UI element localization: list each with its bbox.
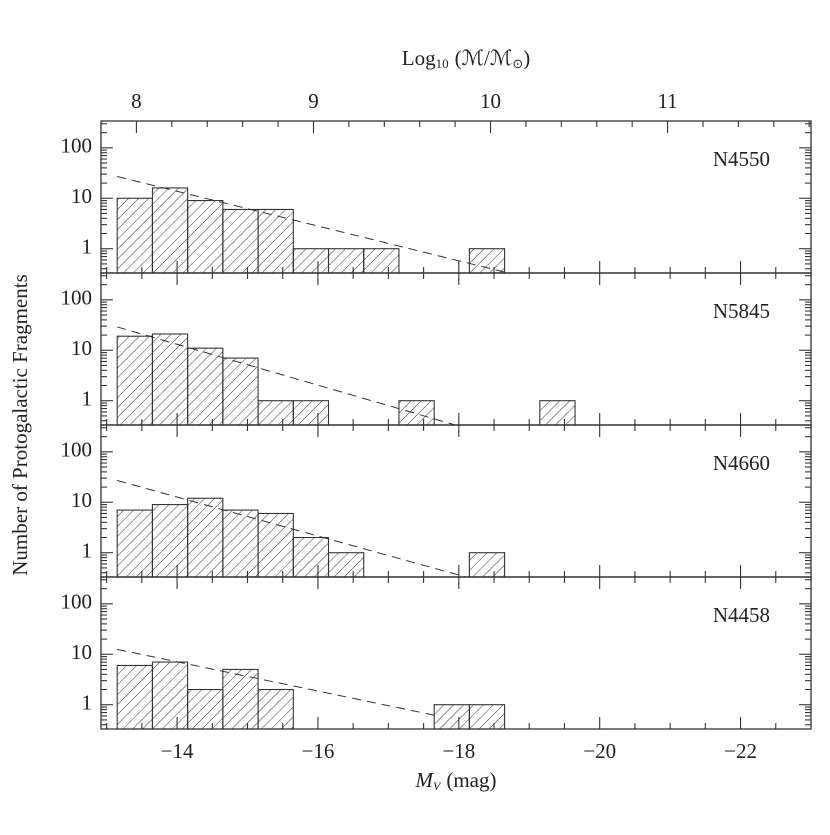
x-tick-label: −18	[442, 739, 475, 763]
y-tick-label: 1	[82, 691, 93, 715]
bar	[222, 668, 259, 730]
bar	[257, 688, 294, 730]
bar	[257, 512, 294, 578]
bar	[151, 187, 189, 274]
bar	[292, 400, 330, 426]
bar	[151, 333, 189, 426]
fit-line	[117, 648, 438, 717]
bar	[116, 664, 153, 730]
bar	[468, 552, 506, 578]
x-axis-title: MV (mag)	[415, 768, 497, 793]
fit-line	[117, 176, 509, 274]
fit-line	[117, 326, 456, 426]
y-tick-label: 10	[71, 488, 92, 512]
fit-line	[117, 480, 466, 578]
x-title-part: (mag)	[446, 768, 496, 792]
y-tick-label: 100	[61, 134, 93, 158]
y-tick-label: 10	[71, 184, 92, 208]
x-tick-label: −14	[161, 739, 194, 763]
x-title-part: M	[415, 768, 435, 792]
panel-label: N4550	[713, 147, 770, 171]
bar	[398, 400, 435, 426]
top-x-tick-label: 9	[308, 89, 319, 113]
x-tick-label: −22	[724, 739, 757, 763]
bar	[468, 248, 506, 274]
panel-frame	[100, 576, 812, 730]
x-tick-label: −16	[302, 739, 335, 763]
x-title-sub: V	[433, 779, 442, 793]
bar	[222, 208, 259, 274]
bar	[327, 552, 365, 578]
bar	[327, 248, 365, 274]
bar	[187, 497, 224, 578]
top-axis-title: Log10 (ℳ/ℳ⊙)	[402, 46, 530, 71]
y-tick-label: 1	[82, 235, 93, 259]
top-x-tick-label: 11	[657, 89, 677, 113]
y-tick-label: 100	[61, 438, 93, 462]
bar	[292, 536, 330, 578]
y-tick-label: 100	[61, 286, 93, 310]
bar	[151, 661, 189, 730]
bar	[539, 400, 576, 426]
top-title-sub: 10	[436, 56, 449, 71]
bar	[187, 347, 224, 426]
y-tick-label: 10	[71, 336, 92, 360]
bar	[151, 504, 189, 578]
top-title-part: (ℳ/ℳ	[455, 46, 513, 70]
bar	[363, 248, 400, 274]
bar	[257, 208, 294, 274]
panel-label: N4458	[713, 603, 770, 627]
top-title-part: )	[523, 46, 530, 70]
top-x-tick-label: 10	[480, 89, 501, 113]
y-tick-label: 1	[82, 387, 93, 411]
bar	[292, 248, 330, 274]
bar	[433, 704, 470, 730]
bar	[257, 400, 294, 426]
top-x-tick-label: 8	[131, 89, 142, 113]
bar	[222, 357, 259, 426]
y-tick-label: 100	[61, 590, 93, 614]
panel-label: N5845	[713, 299, 770, 323]
y-axis-title: Number of Protogalactic Fragments	[8, 274, 32, 576]
y-tick-label: 10	[71, 640, 92, 664]
bar	[116, 197, 153, 274]
bar	[187, 200, 224, 274]
bar	[468, 704, 506, 730]
bar	[187, 688, 224, 730]
bar	[116, 335, 153, 426]
top-title-part: Log	[402, 46, 436, 70]
bar	[222, 509, 259, 578]
bar	[116, 509, 153, 578]
panel-label: N4660	[713, 451, 770, 475]
x-tick-label: −20	[583, 739, 616, 763]
top-title-sub: ⊙	[512, 56, 523, 71]
y-tick-label: 1	[82, 539, 93, 563]
